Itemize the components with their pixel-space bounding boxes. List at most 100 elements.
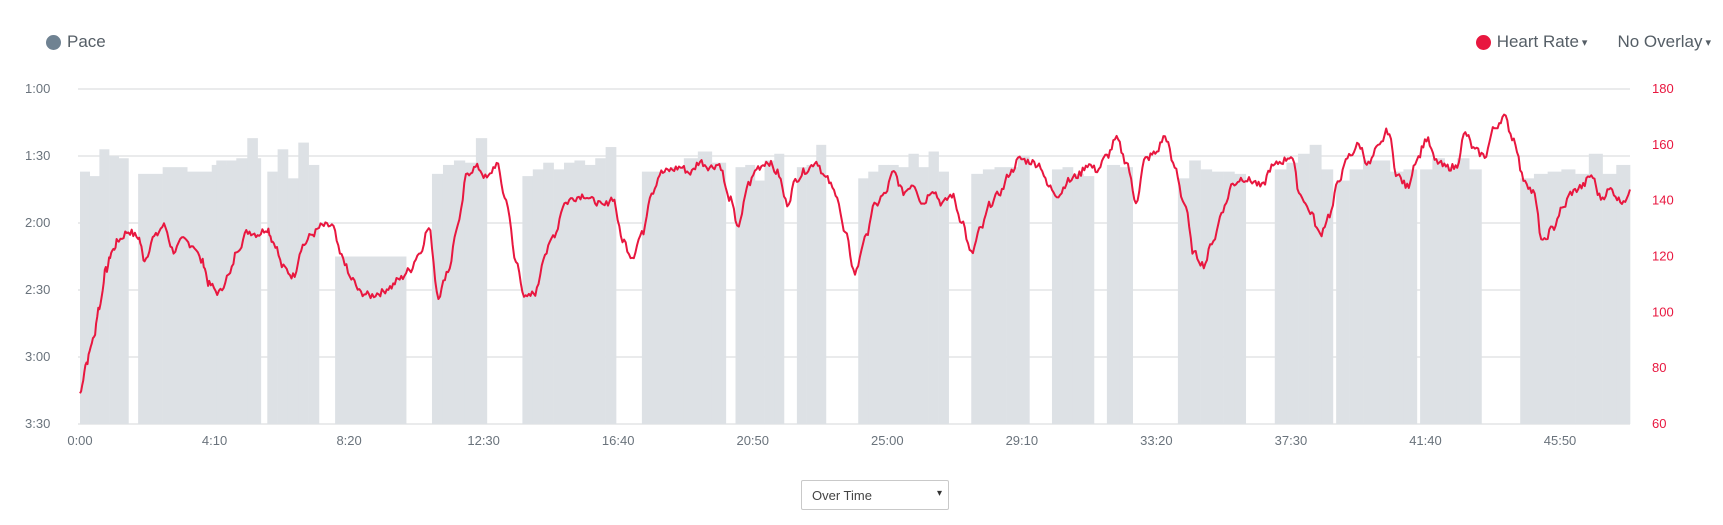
- pace-bar: [971, 173, 984, 424]
- pace-bar: [1062, 167, 1074, 424]
- pace-bar: [1520, 178, 1535, 424]
- overlay-dropdown[interactable]: No Overlay ▾: [1617, 32, 1711, 52]
- pace-bar: [1177, 178, 1190, 424]
- pace-bar: [464, 162, 477, 424]
- pace-bar: [236, 180, 248, 424]
- heart-rate-line: [79, 113, 1631, 394]
- pace-bar: [868, 171, 879, 424]
- pace-bar: [1616, 164, 1631, 424]
- pace-bar: [605, 147, 617, 425]
- heart-rate-tick-label: 160: [1652, 137, 1674, 152]
- pace-bar: [595, 158, 606, 424]
- pace-tick-label: 1:30: [25, 148, 50, 163]
- pace-bar: [453, 160, 466, 424]
- pace-bar: [1432, 158, 1445, 424]
- pace-axis-ticks: 1:00 1:30 2:00 2:30 3:00 3:30: [25, 81, 50, 431]
- pace-tick-label: 2:00: [25, 215, 50, 230]
- pace-bar: [1456, 158, 1470, 424]
- pace-bar: [298, 142, 309, 424]
- pace-bar: [1469, 169, 1482, 424]
- heart-rate-metric-dropdown[interactable]: Heart Rate ▾: [1475, 32, 1587, 52]
- pace-bar: [1420, 169, 1433, 424]
- pace-bar: [564, 162, 575, 424]
- pace-bar: [205, 173, 217, 424]
- time-tick-label: 45:50: [1544, 433, 1577, 448]
- pace-bar: [442, 164, 455, 424]
- pace-bar: [1309, 144, 1322, 425]
- time-tick-label: 29:10: [1006, 433, 1039, 448]
- pace-bar: [938, 171, 949, 424]
- time-tick-label: 25:00: [871, 433, 904, 448]
- pace-bar: [655, 171, 671, 424]
- caret-down-icon: ▾: [1705, 36, 1711, 49]
- heart-rate-axis-ticks: 180 160 140 120 100 80 60: [1652, 81, 1674, 431]
- pace-bar: [1403, 169, 1418, 424]
- pace-bar: [1575, 173, 1590, 424]
- view-mode-select[interactable]: Over Time ▾: [801, 480, 949, 510]
- pace-bar: [99, 149, 110, 425]
- pace-tick-label: 3:30: [25, 416, 50, 431]
- pace-bar: [806, 164, 817, 424]
- pace-bar: [584, 164, 596, 424]
- time-tick-label: 41:40: [1409, 433, 1442, 448]
- pace-legend[interactable]: Pace: [46, 32, 106, 52]
- pace-heart-rate-chart: 1:00 1:30 2:00 2:30 3:00 3:30 180 160 140 120 100…: [25, 81, 1674, 448]
- pace-bar: [816, 144, 827, 425]
- pace-bar: [774, 153, 785, 424]
- pace-bar: [277, 149, 289, 425]
- pace-bar: [1336, 180, 1350, 424]
- pace-bar: [226, 160, 238, 424]
- time-tick-label: 20:50: [736, 433, 769, 448]
- time-tick-label: 33:20: [1140, 433, 1173, 448]
- pace-bar: [796, 167, 807, 424]
- time-tick-label: 0:00: [67, 433, 92, 448]
- pace-bar: [1223, 171, 1235, 424]
- heart-rate-legend-dot: [1475, 34, 1491, 50]
- pace-bar: [287, 178, 299, 424]
- heart-rate-tick-label: 180: [1652, 81, 1674, 96]
- pace-legend-label: Pace: [67, 32, 106, 51]
- pace-bar: [1561, 169, 1576, 424]
- pace-bar: [1363, 160, 1377, 424]
- pace-bar: [1119, 167, 1134, 424]
- overlay-label: No Overlay: [1617, 32, 1703, 51]
- pace-bar: [1189, 160, 1201, 424]
- pace-bar: [878, 164, 889, 424]
- pace-bar: [1286, 162, 1299, 424]
- time-tick-label: 37:30: [1275, 433, 1308, 448]
- pace-bar: [711, 162, 727, 424]
- pace-bar: [994, 167, 1007, 424]
- pace-bar: [918, 167, 929, 424]
- pace-bar: [1533, 173, 1548, 424]
- pace-bar: [683, 158, 699, 424]
- view-mode-select-value: Over Time: [812, 487, 872, 503]
- pace-bar: [553, 169, 565, 424]
- pace-bar: [216, 160, 227, 424]
- pace-bar: [80, 171, 90, 424]
- pace-bar: [982, 169, 995, 424]
- pace-bar: [475, 138, 488, 424]
- pace-bar: [858, 178, 869, 424]
- time-tick-label: 4:10: [202, 433, 227, 448]
- heart-rate-tick-label: 140: [1652, 193, 1674, 208]
- pace-bar: [1389, 171, 1404, 424]
- pace-bar: [1321, 169, 1334, 424]
- time-tick-label: 12:30: [467, 433, 500, 448]
- pace-bar: [543, 162, 554, 424]
- pace-tick-label: 1:00: [25, 81, 50, 96]
- select-arrow-icon: ▾: [936, 488, 942, 499]
- pace-bar: [697, 151, 713, 425]
- pace-legend-dot: [46, 34, 61, 50]
- right-legend: Heart Rate ▾ No Overlay ▾: [1475, 32, 1723, 52]
- pace-bar: [1234, 173, 1247, 424]
- pace-bar: [1274, 169, 1287, 424]
- pace-bar: [898, 167, 909, 424]
- heart-rate-legend-label: Heart Rate: [1496, 32, 1579, 51]
- time-tick-label: 16:40: [602, 433, 635, 448]
- pace-bar: [522, 176, 534, 424]
- pace-bar: [118, 158, 129, 424]
- pace-bar: [162, 167, 188, 424]
- pace-bar: [109, 156, 120, 424]
- pace-bar: [745, 164, 756, 424]
- pace-bar: [908, 153, 919, 424]
